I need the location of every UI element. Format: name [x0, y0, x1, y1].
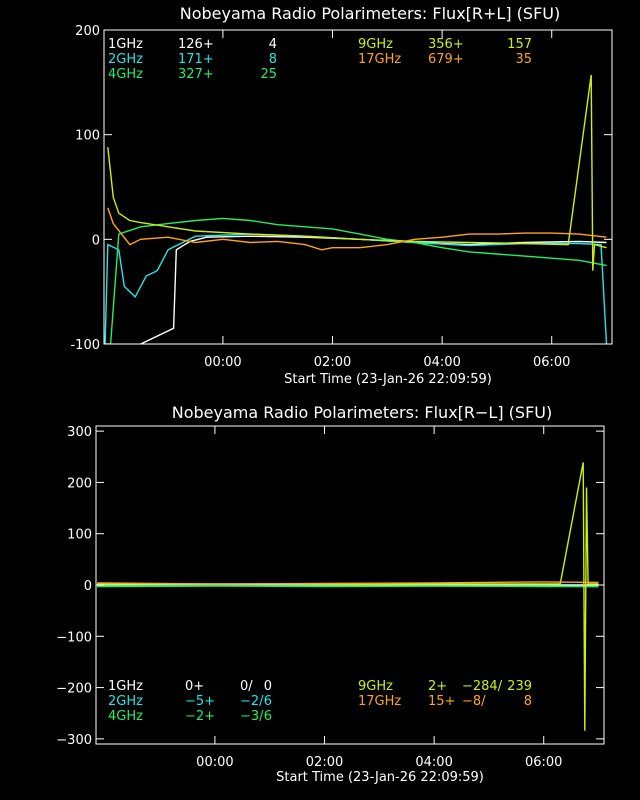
series-line-17GHz — [97, 581, 599, 585]
x-tick-label: 02:00 — [314, 355, 351, 370]
legend-value-a: 356+ — [428, 37, 464, 52]
legend-value-b: −284/ — [462, 679, 503, 694]
legend-frequency: 1GHz — [108, 679, 143, 694]
legend-value-b: 0/ — [240, 679, 253, 694]
x-axis-label: Start Time (23-Jan-26 22:09:59) — [276, 770, 484, 785]
legend-value-a: 0+ — [185, 679, 204, 694]
legend-value-a: −2+ — [185, 709, 215, 724]
y-tick-label: 300 — [67, 425, 92, 440]
series-line-4GHz — [97, 585, 599, 588]
legend-value-a: 126+ — [178, 37, 214, 52]
x-tick-label: 00:00 — [204, 355, 241, 370]
legend-frequency: 9GHz — [358, 37, 393, 52]
y-tick-label: −300 — [56, 733, 92, 748]
x-tick-label: 06:00 — [525, 755, 562, 770]
legend-value-c: 6 — [264, 709, 272, 724]
series-line-1GHz — [140, 235, 607, 344]
x-tick-label: 04:00 — [423, 355, 460, 370]
x-tick-label: 04:00 — [415, 755, 452, 770]
legend-value-c: 25 — [260, 67, 277, 82]
legend-frequency: 17GHz — [358, 694, 401, 709]
series-line-4GHz — [105, 217, 607, 344]
series-line-9GHz — [107, 74, 607, 271]
x-tick-label: 02:00 — [306, 755, 343, 770]
legend-value-c: 35 — [515, 52, 532, 67]
legend-frequency: 1GHz — [108, 37, 143, 52]
legend-value-a: 15+ — [428, 694, 455, 709]
legend-value-b: −3/ — [240, 709, 264, 724]
legend-value-c: 4 — [269, 37, 277, 52]
y-tick-label: -100 — [70, 338, 100, 353]
y-tick-label: −100 — [56, 630, 92, 645]
y-tick-label: 100 — [75, 129, 100, 144]
series-line-17GHz — [107, 207, 607, 251]
legend-value-a: 327+ — [178, 67, 214, 82]
legend-value-c: 8 — [524, 694, 532, 709]
legend-frequency: 9GHz — [358, 679, 393, 694]
chart-title: Nobeyama Radio Polarimeters: Flux[R+L] (… — [180, 4, 560, 23]
x-tick-label: 00:00 — [196, 755, 233, 770]
legend-value-a: −5+ — [185, 694, 215, 709]
legend-value-c: 6 — [264, 694, 272, 709]
legend-frequency: 4GHz — [108, 67, 143, 82]
x-tick-label: 06:00 — [533, 355, 570, 370]
chart-title: Nobeyama Radio Polarimeters: Flux[R−L] (… — [172, 403, 552, 422]
legend-value-a: 171+ — [178, 52, 214, 67]
x-axis-label: Start Time (23-Jan-26 22:09:59) — [284, 372, 492, 387]
legend-frequency: 17GHz — [358, 52, 401, 67]
legend-value-b: −8/ — [462, 694, 486, 709]
chart-panel-1: Nobeyama Radio Polarimeters: Flux[R+L] (… — [70, 4, 613, 387]
legend-frequency: 2GHz — [108, 694, 143, 709]
legend-frequency: 4GHz — [108, 709, 143, 724]
legend-frequency: 2GHz — [108, 52, 143, 67]
chart-panel-2: Nobeyama Radio Polarimeters: Flux[R−L] (… — [56, 403, 605, 785]
legend-value-a: 2+ — [428, 679, 447, 694]
y-tick-label: 100 — [67, 528, 92, 543]
legend-value-b: −2/ — [240, 694, 264, 709]
y-tick-label: 0 — [92, 233, 100, 248]
legend-value-c: 8 — [269, 52, 277, 67]
y-tick-label: 200 — [67, 476, 92, 491]
legend-value-c: 157 — [507, 37, 532, 52]
y-tick-label: 200 — [75, 24, 100, 39]
legend-value-c: 0 — [264, 679, 272, 694]
y-tick-label: −200 — [56, 682, 92, 697]
y-tick-label: 0 — [84, 579, 92, 594]
legend-value-a: 679+ — [428, 52, 464, 67]
legend-value-c: 239 — [507, 679, 532, 694]
plot-frame — [103, 29, 613, 345]
